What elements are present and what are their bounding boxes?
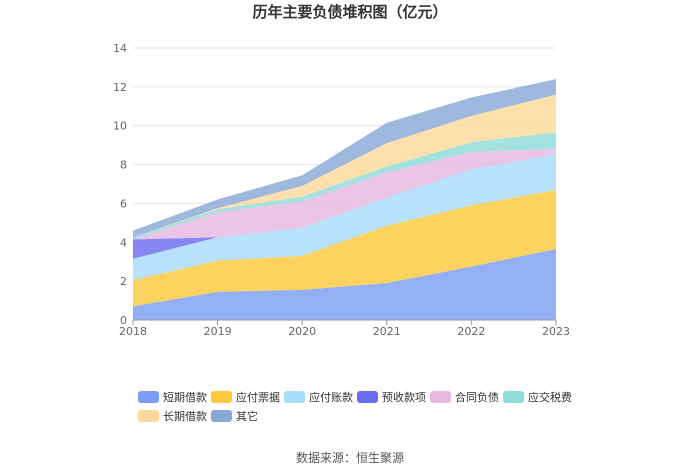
x-tick-label: 2022	[457, 325, 485, 338]
x-tick-label: 2023	[542, 325, 570, 338]
legend-item[interactable]: 应付账款	[284, 390, 353, 404]
source-note: 数据来源：恒生聚源	[296, 450, 404, 465]
y-tick-label: 0	[120, 314, 127, 327]
series-area	[133, 149, 556, 240]
y-tick-label: 10	[113, 120, 127, 133]
y-tick-label: 4	[120, 236, 127, 249]
legend-swatch	[503, 391, 524, 403]
legend-swatch	[211, 391, 232, 403]
legend-swatch	[284, 391, 305, 403]
series-area	[133, 132, 556, 240]
legend-label: 应付票据	[236, 390, 280, 404]
y-tick-label: 2	[120, 275, 127, 288]
y-tick-label: 8	[120, 159, 127, 172]
legend-item[interactable]: 长期借款	[138, 409, 207, 423]
legend-item[interactable]: 短期借款	[138, 390, 207, 404]
legend-item[interactable]: 应付票据	[211, 390, 280, 404]
y-tick-label: 12	[113, 81, 127, 94]
chart-title: 历年主要负债堆积图（亿元）	[252, 3, 447, 21]
plot-areas	[133, 79, 556, 320]
legend-swatch	[430, 391, 451, 403]
x-tick-label: 2018	[119, 325, 147, 338]
series-area	[133, 94, 556, 238]
legend-label: 其它	[236, 409, 258, 423]
legend-label: 预收款项	[382, 390, 426, 404]
legend-item[interactable]: 预收款项	[357, 390, 426, 404]
legend-item[interactable]: 其它	[211, 409, 258, 423]
series-area	[133, 153, 556, 281]
legend-label: 应交税费	[528, 390, 572, 404]
legend-item[interactable]: 合同负债	[430, 390, 499, 404]
legend-item[interactable]: 应交税费	[503, 390, 572, 404]
y-tick-label: 6	[120, 197, 127, 210]
legend-label: 应付账款	[309, 390, 353, 404]
x-tick-label: 2019	[204, 325, 232, 338]
series-area	[133, 249, 556, 320]
axes: 0 2 4 6 8 10 12 14 2018 2019 2020 2021 2022 2023	[113, 42, 570, 338]
legend-label: 合同负债	[455, 390, 499, 404]
series-area	[133, 79, 556, 238]
y-tick-label: 14	[113, 42, 127, 55]
legend-swatch	[211, 410, 232, 422]
legend-swatch	[138, 410, 159, 422]
legend-label: 长期借款	[163, 409, 207, 423]
x-tick-label: 2021	[373, 325, 401, 338]
legend-swatch	[138, 391, 159, 403]
x-tick-label: 2020	[288, 325, 316, 338]
legend-label: 短期借款	[163, 390, 207, 404]
series-area	[133, 189, 556, 307]
legend-swatch	[357, 391, 378, 403]
